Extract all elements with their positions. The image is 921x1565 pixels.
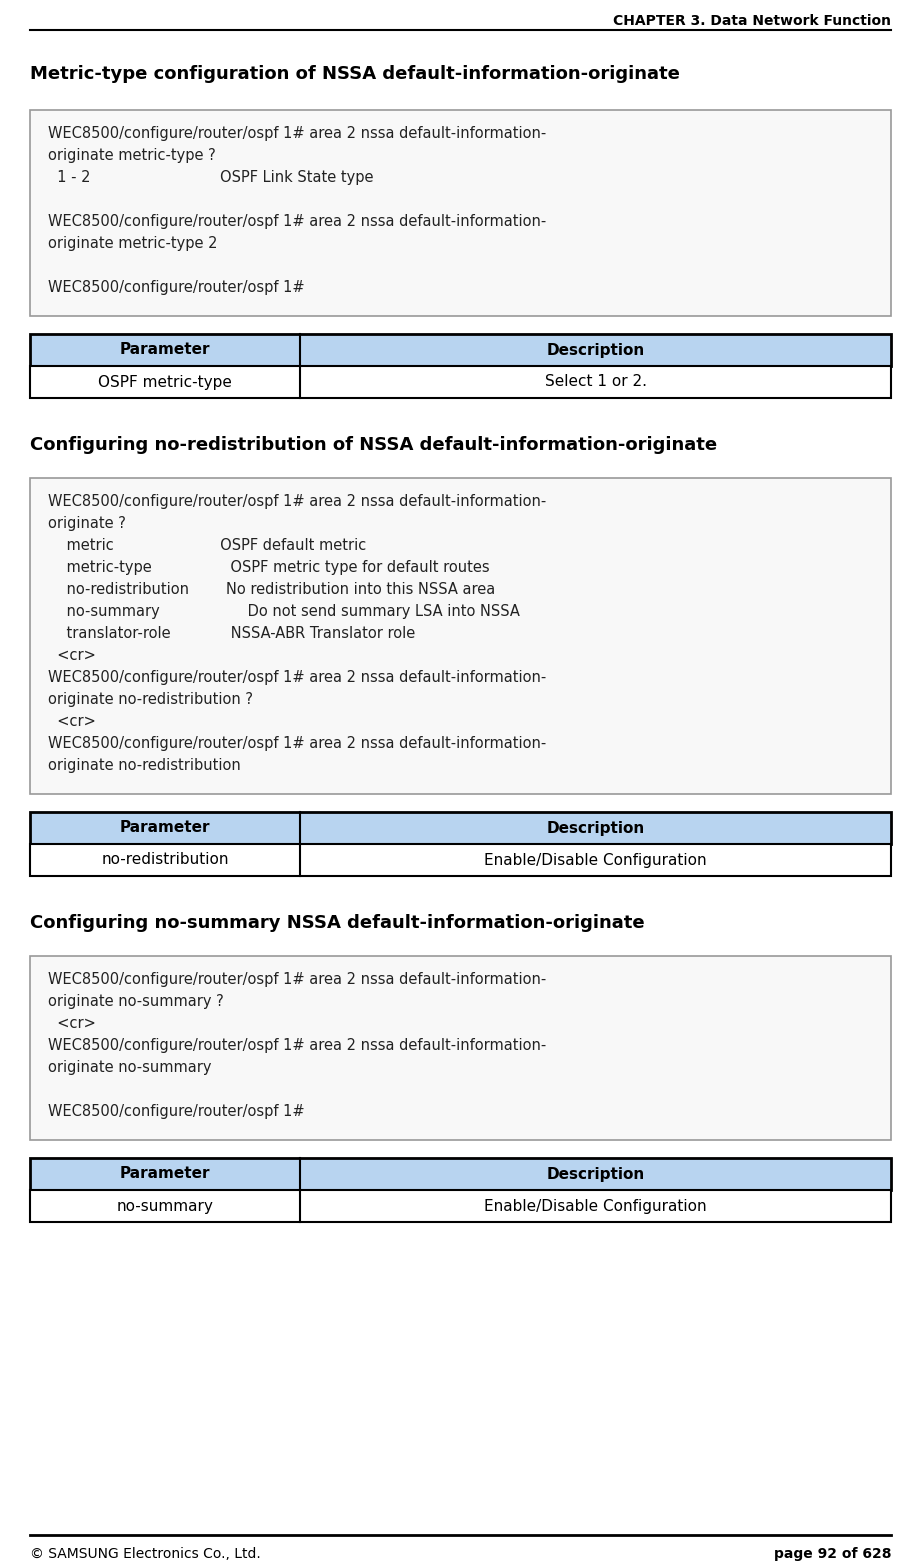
Text: Enable/Disable Configuration: Enable/Disable Configuration: [484, 1199, 706, 1213]
Text: no-redistribution        No redistribution into this NSSA area: no-redistribution No redistribution into…: [48, 582, 495, 596]
Text: Description: Description: [546, 343, 645, 357]
Text: WEC8500/configure/router/ospf 1# area 2 nssa default-information-: WEC8500/configure/router/ospf 1# area 2 …: [48, 972, 546, 988]
Text: no-summary: no-summary: [117, 1199, 214, 1213]
Text: originate ?: originate ?: [48, 516, 126, 531]
Text: WEC8500/configure/router/ospf 1# area 2 nssa default-information-: WEC8500/configure/router/ospf 1# area 2 …: [48, 127, 546, 141]
Text: Metric-type configuration of NSSA default-information-originate: Metric-type configuration of NSSA defaul…: [30, 66, 680, 83]
Bar: [30, 333, 891, 366]
Text: WEC8500/configure/router/ospf 1# area 2 nssa default-information-: WEC8500/configure/router/ospf 1# area 2 …: [48, 670, 546, 685]
Text: <cr>: <cr>: [48, 648, 96, 664]
Text: originate no-summary: originate no-summary: [48, 1060, 212, 1075]
Bar: [30, 110, 891, 316]
Text: Enable/Disable Configuration: Enable/Disable Configuration: [484, 853, 706, 867]
Text: translator-role             NSSA-ABR Translator role: translator-role NSSA-ABR Translator role: [48, 626, 415, 642]
Text: originate metric-type 2: originate metric-type 2: [48, 236, 217, 250]
Text: CHAPTER 3. Data Network Function: CHAPTER 3. Data Network Function: [613, 14, 891, 28]
Text: <cr>: <cr>: [48, 714, 96, 729]
Bar: [30, 477, 891, 793]
Text: Parameter: Parameter: [120, 343, 210, 357]
Text: 1 - 2                            OSPF Link State type: 1 - 2 OSPF Link State type: [48, 171, 374, 185]
Text: Configuring no-summary NSSA default-information-originate: Configuring no-summary NSSA default-info…: [30, 914, 645, 933]
Bar: [30, 844, 891, 876]
Text: no-redistribution: no-redistribution: [101, 853, 228, 867]
Text: originate no-redistribution ?: originate no-redistribution ?: [48, 692, 253, 707]
Text: originate no-redistribution: originate no-redistribution: [48, 757, 240, 773]
Text: Description: Description: [546, 1166, 645, 1182]
Text: Configuring no-redistribution of NSSA default-information-originate: Configuring no-redistribution of NSSA de…: [30, 437, 717, 454]
Text: OSPF metric-type: OSPF metric-type: [98, 374, 232, 390]
Text: <cr>: <cr>: [48, 1016, 96, 1031]
Text: WEC8500/configure/router/ospf 1# area 2 nssa default-information-: WEC8500/configure/router/ospf 1# area 2 …: [48, 1038, 546, 1053]
Bar: [30, 956, 891, 1139]
Text: Description: Description: [546, 820, 645, 836]
Text: WEC8500/configure/router/ospf 1# area 2 nssa default-information-: WEC8500/configure/router/ospf 1# area 2 …: [48, 736, 546, 751]
Text: Select 1 or 2.: Select 1 or 2.: [544, 374, 647, 390]
Text: Parameter: Parameter: [120, 1166, 210, 1182]
Text: page 92 of 628: page 92 of 628: [774, 1546, 891, 1560]
Text: Parameter: Parameter: [120, 820, 210, 836]
Text: WEC8500/configure/router/ospf 1# area 2 nssa default-information-: WEC8500/configure/router/ospf 1# area 2 …: [48, 495, 546, 509]
Bar: [30, 366, 891, 398]
Text: no-summary                   Do not send summary LSA into NSSA: no-summary Do not send summary LSA into …: [48, 604, 519, 620]
Text: WEC8500/configure/router/ospf 1#: WEC8500/configure/router/ospf 1#: [48, 280, 305, 294]
Text: WEC8500/configure/router/ospf 1# area 2 nssa default-information-: WEC8500/configure/router/ospf 1# area 2 …: [48, 214, 546, 228]
Text: © SAMSUNG Electronics Co., Ltd.: © SAMSUNG Electronics Co., Ltd.: [30, 1546, 261, 1560]
Bar: [30, 1189, 891, 1222]
Bar: [30, 1158, 891, 1189]
Text: WEC8500/configure/router/ospf 1#: WEC8500/configure/router/ospf 1#: [48, 1103, 305, 1119]
Text: metric                       OSPF default metric: metric OSPF default metric: [48, 538, 367, 552]
Text: originate metric-type ?: originate metric-type ?: [48, 149, 216, 163]
Bar: [30, 812, 891, 844]
Text: originate no-summary ?: originate no-summary ?: [48, 994, 224, 1009]
Text: metric-type                 OSPF metric type for default routes: metric-type OSPF metric type for default…: [48, 560, 490, 574]
